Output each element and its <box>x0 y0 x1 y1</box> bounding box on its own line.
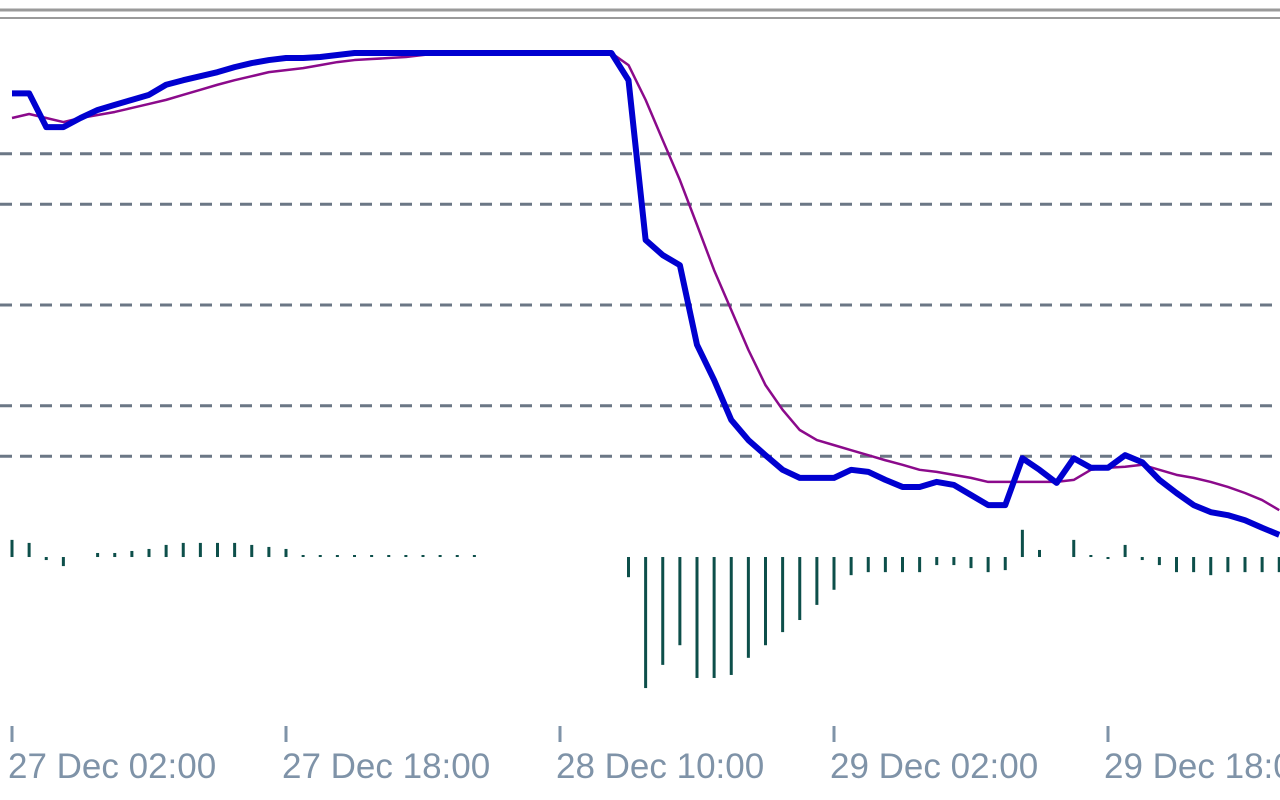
histogram-bar <box>421 554 425 558</box>
histogram-bar <box>678 557 682 646</box>
histogram-bar <box>661 557 665 665</box>
histogram-bar <box>267 546 271 558</box>
histogram-bar <box>370 554 374 558</box>
histogram-bar <box>764 557 767 646</box>
x-tick-label: 29 Dec 02:00 <box>830 747 1038 786</box>
line-series <box>11 51 1280 512</box>
histogram-bar <box>233 542 237 558</box>
histogram-bar <box>644 557 648 689</box>
histogram-bar <box>353 554 356 558</box>
histogram-bar <box>1260 557 1264 573</box>
histogram-bar <box>147 548 151 558</box>
histogram-bar <box>284 548 288 558</box>
histogram-bar <box>729 557 733 675</box>
histogram-bar <box>901 557 904 573</box>
line-series <box>12 50 1280 538</box>
x-tick-label: 27 Dec 18:00 <box>282 747 490 786</box>
histogram-bar <box>781 557 785 633</box>
histogram-bar <box>1192 557 1196 573</box>
histogram-bar <box>130 550 134 558</box>
histogram-bar <box>798 557 802 621</box>
histogram-bar <box>1106 557 1110 560</box>
histogram-bar <box>815 557 819 605</box>
histogram-bar <box>250 544 254 558</box>
histogram-bar <box>164 544 168 558</box>
histogram-bar <box>918 557 922 573</box>
histogram-bar <box>1243 557 1247 573</box>
histogram-bar <box>883 557 887 573</box>
histogram-bar <box>318 554 322 558</box>
histogram-bar <box>335 554 339 558</box>
histogram-bar <box>438 554 442 558</box>
histogram-bar <box>301 554 305 558</box>
histogram-bar <box>1072 539 1076 558</box>
histogram-bar <box>746 557 750 658</box>
histogram-bar <box>1089 554 1093 558</box>
histogram-bar <box>1038 549 1041 558</box>
histogram-bar <box>61 557 65 567</box>
histogram-bar <box>10 539 14 558</box>
histogram-bar <box>1003 557 1007 571</box>
histogram-bar <box>1175 557 1178 573</box>
histogram-bar <box>472 554 476 558</box>
histogram-bar <box>849 557 853 576</box>
histogram-bar <box>866 557 870 573</box>
x-tick-label: 28 Dec 10:00 <box>556 747 764 786</box>
histogram-bar <box>27 542 31 558</box>
histogram-bar <box>1123 544 1127 558</box>
histogram-bar <box>952 557 956 566</box>
histogram-bar <box>1020 529 1024 558</box>
histogram-bar <box>1157 557 1161 566</box>
histogram-bar <box>1277 557 1280 573</box>
histogram-bar <box>387 554 391 558</box>
histogram-bar <box>113 552 117 558</box>
histogram-bar <box>832 557 836 590</box>
histogram-bar <box>969 557 973 569</box>
histogram-bar <box>695 557 699 678</box>
histogram-bar <box>986 557 990 573</box>
histogram-bar <box>455 554 459 558</box>
histogram-bar <box>935 557 939 566</box>
histogram-bar <box>198 542 202 558</box>
x-tick-label: 29 Dec 18:00 <box>1104 747 1280 786</box>
histogram-bar <box>627 557 630 578</box>
histogram-bar <box>404 554 408 558</box>
x-tick-label: 27 Dec 02:00 <box>8 747 216 786</box>
histogram-bar <box>1209 557 1213 576</box>
histogram-bar <box>44 557 48 561</box>
histogram-bar <box>712 557 716 678</box>
histogram-bar <box>1226 557 1230 573</box>
histogram-bar <box>181 542 185 558</box>
histogram-bar <box>216 542 219 558</box>
histogram-bar <box>96 552 100 558</box>
histogram-bar <box>1140 557 1144 561</box>
